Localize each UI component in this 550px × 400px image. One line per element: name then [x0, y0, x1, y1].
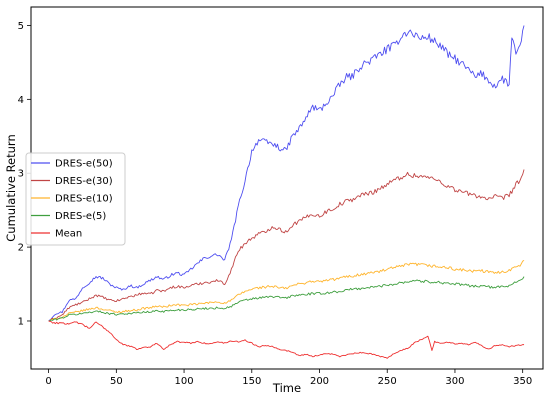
series-line-dres-e-50 — [48, 25, 525, 322]
legend-label: DRES-e(50) — [55, 159, 113, 170]
legend-label: DRES-e(10) — [55, 194, 113, 205]
x-tick-label: 0 — [45, 376, 51, 387]
x-tick-label: 350 — [513, 376, 532, 387]
legend-label: Mean — [55, 229, 82, 240]
y-axis-label: Cumulative Return — [4, 134, 18, 241]
x-tick-label: 100 — [175, 376, 194, 387]
series-line-dres-e-30 — [48, 169, 525, 322]
y-tick-label: 4 — [18, 95, 24, 106]
y-tick-label: 2 — [18, 243, 24, 254]
series-line-mean — [48, 320, 525, 359]
legend: DRES-e(50) DRES-e(30) DRES-e(10) DRES-e(5) M… — [25, 152, 126, 246]
x-axis-ticks: 0 50 100 150 200 250 300 350 — [45, 369, 532, 387]
y-tick-label: 5 — [18, 21, 24, 32]
plot-area: 0 50 100 150 200 250 300 350 1 2 3 4 5 — [18, 6, 544, 387]
x-tick-label: 250 — [378, 376, 397, 387]
series-line-dres-e-10 — [48, 260, 525, 322]
legend-frame — [25, 152, 126, 246]
series-line-dres-e-5 — [48, 276, 525, 322]
x-axis-label: Time — [272, 381, 301, 395]
x-tick-label: 50 — [110, 376, 123, 387]
series-layer — [48, 25, 525, 359]
y-tick-label: 1 — [18, 316, 24, 327]
x-tick-label: 300 — [445, 376, 464, 387]
y-tick-label: 3 — [18, 169, 24, 180]
x-tick-label: 200 — [310, 376, 329, 387]
legend-label: DRES-e(5) — [55, 211, 106, 222]
x-tick-label: 150 — [242, 376, 261, 387]
legend-label: DRES-e(30) — [55, 176, 113, 187]
